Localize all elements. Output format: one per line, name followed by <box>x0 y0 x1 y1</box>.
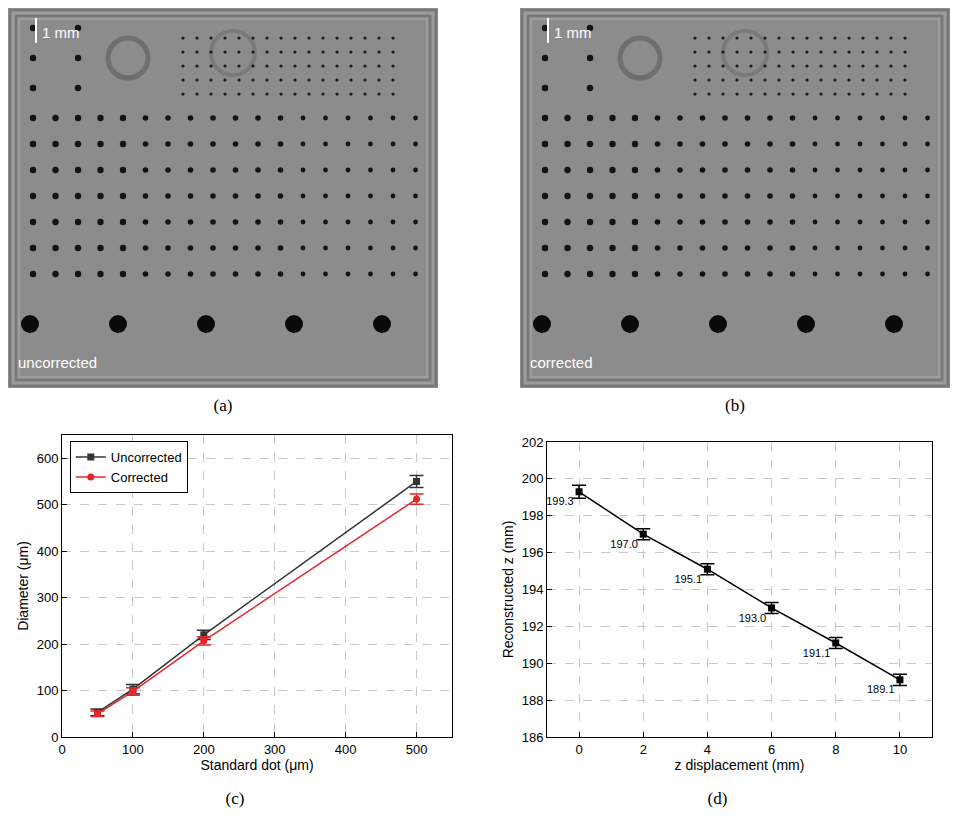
svg-text:202: 202 <box>522 435 544 450</box>
svg-text:100: 100 <box>37 683 59 698</box>
svg-text:200: 200 <box>37 637 59 652</box>
svg-text:uncorrected: uncorrected <box>18 354 97 371</box>
svg-text:0: 0 <box>51 730 58 745</box>
svg-text:2: 2 <box>640 742 647 757</box>
svg-text:500: 500 <box>406 742 428 757</box>
svg-text:198: 198 <box>522 508 544 523</box>
svg-text:300: 300 <box>264 742 286 757</box>
svg-text:400: 400 <box>37 544 59 559</box>
svg-text:188: 188 <box>522 693 544 708</box>
svg-text:200: 200 <box>193 742 215 757</box>
svg-text:193.0: 193.0 <box>739 612 767 624</box>
svg-text:0: 0 <box>58 742 65 757</box>
svg-text:Standard dot (μm): Standard dot (μm) <box>200 757 313 773</box>
svg-text:300: 300 <box>37 590 59 605</box>
svg-text:195.1: 195.1 <box>675 573 703 585</box>
svg-text:189.1: 189.1 <box>867 683 895 695</box>
html-text:(b): (b) <box>725 396 745 415</box>
html-text:(a): (a) <box>213 396 233 415</box>
svg-text:100: 100 <box>122 742 144 757</box>
svg-text:194: 194 <box>522 582 544 597</box>
svg-text:197.0: 197.0 <box>610 538 638 550</box>
svg-text:4: 4 <box>704 742 711 757</box>
svg-text:200: 200 <box>522 471 544 486</box>
html-text:(c): (c) <box>225 789 245 808</box>
html-text:(d): (d) <box>707 789 728 808</box>
svg-text:z displacement (mm): z displacement (mm) <box>675 757 805 773</box>
svg-text:10: 10 <box>893 742 907 757</box>
svg-text:Diameter (μm): Diameter (μm) <box>15 541 31 631</box>
svg-text:corrected: corrected <box>530 354 593 371</box>
svg-text:186: 186 <box>522 730 544 745</box>
svg-text:191.1: 191.1 <box>803 647 831 659</box>
svg-text:1 mm: 1 mm <box>42 24 80 41</box>
svg-text:1 mm: 1 mm <box>554 24 592 41</box>
svg-text:Corrected: Corrected <box>111 470 168 485</box>
svg-text:190: 190 <box>522 656 544 671</box>
svg-text:8: 8 <box>832 742 839 757</box>
svg-text:196: 196 <box>522 545 544 560</box>
svg-text:192: 192 <box>522 619 544 634</box>
svg-text:199.3: 199.3 <box>546 495 574 507</box>
svg-text:Reconstructed z (mm): Reconstructed z (mm) <box>500 521 516 659</box>
svg-text:400: 400 <box>335 742 357 757</box>
svg-text:600: 600 <box>37 451 59 466</box>
svg-text:Uncorrected: Uncorrected <box>111 450 182 465</box>
svg-text:500: 500 <box>37 497 59 512</box>
svg-text:0: 0 <box>575 742 582 757</box>
svg-text:6: 6 <box>768 742 775 757</box>
